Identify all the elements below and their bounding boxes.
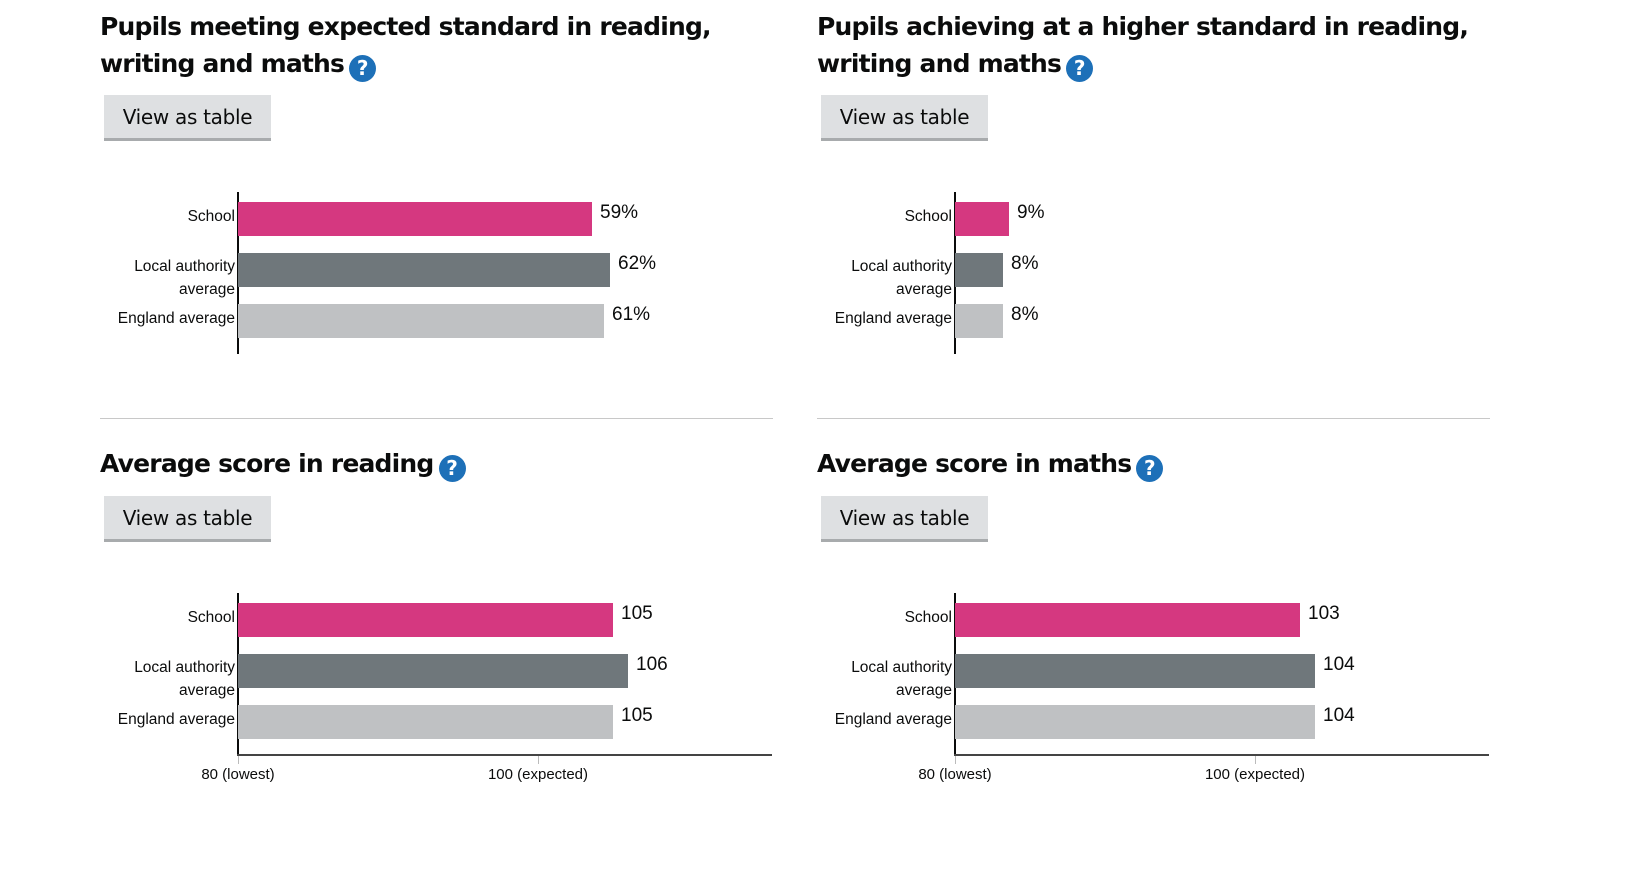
bar-england: [238, 304, 604, 338]
category-label: Local authority average: [134, 659, 235, 699]
data-label: 104: [1323, 654, 1355, 675]
bar-england: [955, 705, 1315, 739]
help-icon[interactable]: ?: [1066, 55, 1094, 82]
help-icon[interactable]: ?: [1136, 455, 1164, 482]
category-label: England average: [834, 310, 952, 327]
category-label: School: [904, 609, 952, 626]
data-label: 8%: [1011, 304, 1039, 325]
bar-local_authority: [238, 253, 610, 287]
x-tick: [538, 756, 539, 764]
divider: [817, 418, 1490, 419]
divider: [100, 418, 773, 419]
chart-title: Pupils achieving at a higher standard in…: [817, 12, 1469, 82]
data-label: 59%: [600, 202, 639, 223]
bar-school: [955, 603, 1300, 637]
data-label: 103: [1308, 603, 1340, 624]
data-label: 9%: [1017, 202, 1045, 223]
bar-local_authority: [955, 654, 1315, 688]
x-axis: [237, 754, 772, 756]
bar-school: [238, 603, 613, 637]
bar-school: [238, 202, 592, 236]
category-label: School: [187, 609, 235, 626]
category-label: Local authority average: [134, 258, 235, 298]
bar-chart: 105 School 106 Local authority average 105 En…: [100, 591, 780, 791]
data-label: 106: [636, 654, 668, 675]
bar-england: [238, 705, 613, 739]
chart-title: Pupils meeting expected standard in read…: [100, 12, 712, 82]
bar-chart: 103 School 104 Local authority average 104 En…: [817, 591, 1497, 791]
data-label: 8%: [1011, 253, 1039, 274]
bar-local_authority: [955, 253, 1003, 287]
x-tick-label: 80 (lowest): [918, 766, 992, 783]
bar-chart: 9% School 8% Local authority average 8% Engla…: [817, 190, 1497, 390]
data-label: 105: [621, 603, 653, 624]
chart-title: Average score in maths?: [817, 445, 1497, 482]
view-as-table-button[interactable]: View as table: [104, 496, 271, 542]
x-tick-label: 80 (lowest): [201, 766, 275, 783]
category-label: Local authority average: [851, 258, 952, 298]
category-label: England average: [117, 310, 235, 327]
view-as-table-button[interactable]: View as table: [104, 95, 271, 141]
view-as-table-button[interactable]: View as table: [821, 496, 988, 542]
bar-local_authority: [238, 654, 628, 688]
data-label: 61%: [612, 304, 651, 325]
category-label: Local authority average: [851, 659, 952, 699]
chart-title: Average score in reading?: [100, 445, 780, 482]
bar-school: [955, 202, 1009, 236]
data-label: 104: [1323, 705, 1355, 726]
help-icon[interactable]: ?: [438, 455, 466, 482]
category-label: England average: [117, 711, 235, 728]
x-tick-label: 100 (expected): [1204, 766, 1306, 783]
help-icon[interactable]: ?: [349, 55, 377, 82]
x-tick-label: 100 (expected): [487, 766, 589, 783]
x-tick: [1255, 756, 1256, 764]
category-label: School: [904, 208, 952, 225]
x-axis: [954, 754, 1489, 756]
bar-chart: 59% School 62% Local authority average 61% En…: [100, 190, 780, 390]
bar-england: [955, 304, 1003, 338]
category-label: England average: [834, 711, 952, 728]
data-label: 62%: [618, 253, 657, 274]
data-label: 105: [621, 705, 653, 726]
x-tick: [955, 756, 956, 764]
x-tick: [238, 756, 239, 764]
view-as-table-button[interactable]: View as table: [821, 95, 988, 141]
category-label: School: [187, 208, 235, 225]
